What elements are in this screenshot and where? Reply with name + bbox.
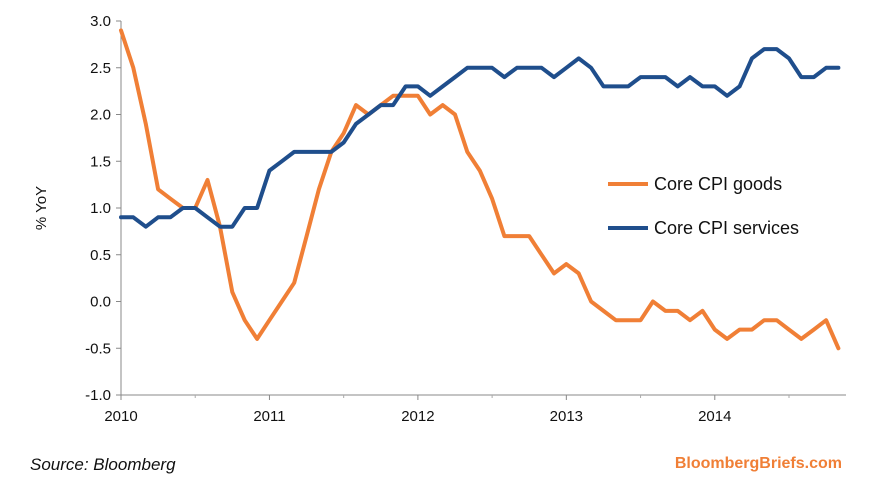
x-tick-label: 2012 — [401, 408, 434, 425]
x-tick-label: 2010 — [104, 408, 137, 425]
y-tick-label: 2.5 — [90, 60, 111, 77]
y-tick-label: -0.5 — [85, 340, 111, 357]
x-axis: 2010 2011 2012 2013 2014 — [104, 394, 846, 425]
y-tick-label: 1.5 — [90, 153, 111, 170]
y-tick-label: 0.5 — [90, 247, 111, 264]
x-tick-label: 2011 — [253, 408, 285, 425]
brand-link[interactable]: BloombergBriefs.com — [674, 455, 842, 472]
y-axis-label: % YoY — [33, 186, 50, 230]
y-tick-label: 1.0 — [90, 200, 111, 217]
series-line-core-cpi-services — [119, 47, 841, 229]
legend: Core CPI goods Core CPI services — [608, 174, 799, 238]
series-group — [119, 28, 841, 351]
source-note: Source: Bloomberg — [30, 455, 176, 474]
y-tick-label: 0.0 — [90, 294, 111, 311]
legend-label-core-cpi-services: Core CPI services — [654, 218, 799, 238]
y-axis: 3.0 2.5 2.0 1.5 1.0 0.5 0.0 -0.5 -1.0 — [85, 13, 122, 404]
y-tick-label: 2.0 — [90, 107, 111, 124]
x-tick-label: 2013 — [550, 408, 583, 425]
series-line-core-cpi-goods — [119, 28, 841, 351]
y-tick-label: 3.0 — [90, 13, 111, 30]
y-tick-label: -1.0 — [85, 387, 111, 404]
legend-label-core-cpi-goods: Core CPI goods — [654, 174, 782, 194]
x-tick-label: 2014 — [698, 408, 731, 425]
